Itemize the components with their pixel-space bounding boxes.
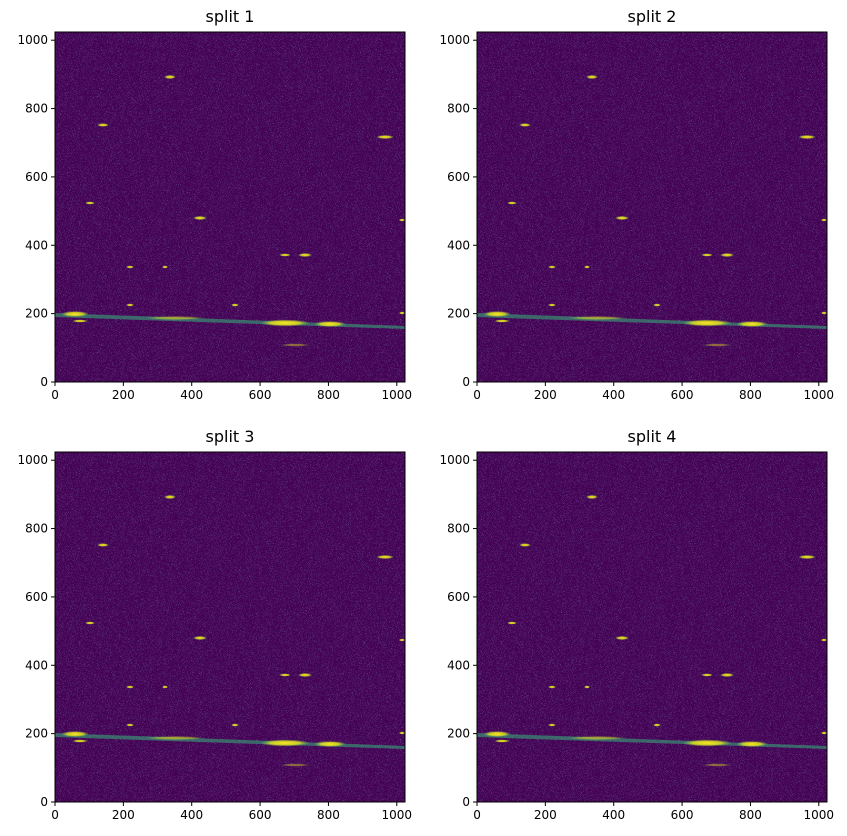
axes-frame — [54, 31, 406, 383]
y-tick-label: 400 — [447, 658, 470, 672]
y-tick-label: 400 — [25, 658, 48, 672]
x-tick-label: 800 — [317, 388, 340, 402]
y-tick-label: 0 — [40, 375, 48, 389]
x-tick-label: 400 — [602, 388, 625, 402]
x-tick-label: 600 — [249, 388, 272, 402]
axes-frame — [476, 31, 828, 383]
image — [55, 32, 405, 382]
y-tick-label: 800 — [25, 522, 48, 536]
x-tick-label: 1000 — [804, 388, 835, 402]
x-tick-label: 400 — [602, 808, 625, 822]
subplot-title: split 3 — [206, 427, 255, 446]
y-tick-label: 1000 — [439, 453, 470, 467]
y-tick-label: 600 — [25, 590, 48, 604]
subplot: split 1 0 200 400 600 800 1000 0 200 400 600 800 100… — [17, 7, 412, 402]
subplot-title: split 1 — [206, 7, 255, 26]
x-tick-label: 200 — [534, 388, 557, 402]
x-tick-label: 600 — [249, 808, 272, 822]
x-tick-label: 800 — [739, 388, 762, 402]
x-tick-label: 0 — [473, 388, 481, 402]
y-tick-label: 200 — [447, 727, 470, 741]
image — [55, 452, 405, 802]
y-tick-label: 400 — [447, 238, 470, 252]
x-tick-label: 400 — [180, 808, 203, 822]
subplot-title: split 2 — [628, 7, 677, 26]
image-pixels — [477, 32, 827, 382]
subplot: split 4 0 200 400 600 800 1000 0 200 400 600 800 100… — [439, 427, 834, 822]
x-tick-label: 600 — [671, 388, 694, 402]
x-tick-label: 1000 — [804, 808, 835, 822]
image-pixels — [477, 452, 827, 802]
subplot-title: split 4 — [628, 427, 677, 446]
x-tick-label: 200 — [534, 808, 557, 822]
y-tick-label: 0 — [462, 795, 470, 809]
x-tick-label: 400 — [180, 388, 203, 402]
image — [477, 32, 827, 382]
y-tick-label: 0 — [40, 795, 48, 809]
y-tick-label: 600 — [447, 590, 470, 604]
x-tick-label: 200 — [112, 808, 135, 822]
subplot: split 3 0 200 400 600 800 1000 0 200 400 600 800 100… — [17, 427, 412, 822]
image-pixels — [55, 452, 405, 802]
x-tick-label: 800 — [317, 808, 340, 822]
subplot: split 2 0 200 400 600 800 1000 0 200 400 600 800 100… — [439, 7, 834, 402]
y-tick-label: 1000 — [17, 33, 48, 47]
y-tick-label: 1000 — [17, 453, 48, 467]
x-tick-label: 0 — [51, 808, 59, 822]
image — [477, 452, 827, 802]
x-tick-label: 0 — [51, 388, 59, 402]
x-tick-label: 800 — [739, 808, 762, 822]
y-tick-label: 200 — [25, 307, 48, 321]
x-tick-label: 1000 — [382, 388, 413, 402]
x-tick-label: 0 — [473, 808, 481, 822]
y-tick-label: 200 — [447, 307, 470, 321]
y-tick-label: 800 — [447, 522, 470, 536]
y-tick-label: 400 — [25, 238, 48, 252]
axes-frame — [54, 451, 406, 803]
x-tick-label: 600 — [671, 808, 694, 822]
y-tick-label: 600 — [447, 170, 470, 184]
y-tick-label: 800 — [25, 102, 48, 116]
y-tick-label: 800 — [447, 102, 470, 116]
axes-frame — [476, 451, 828, 803]
image-pixels — [55, 32, 405, 382]
y-tick-label: 0 — [462, 375, 470, 389]
x-tick-label: 1000 — [382, 808, 413, 822]
y-tick-label: 600 — [25, 170, 48, 184]
x-tick-label: 200 — [112, 388, 135, 402]
y-tick-label: 1000 — [439, 33, 470, 47]
y-tick-label: 200 — [25, 727, 48, 741]
